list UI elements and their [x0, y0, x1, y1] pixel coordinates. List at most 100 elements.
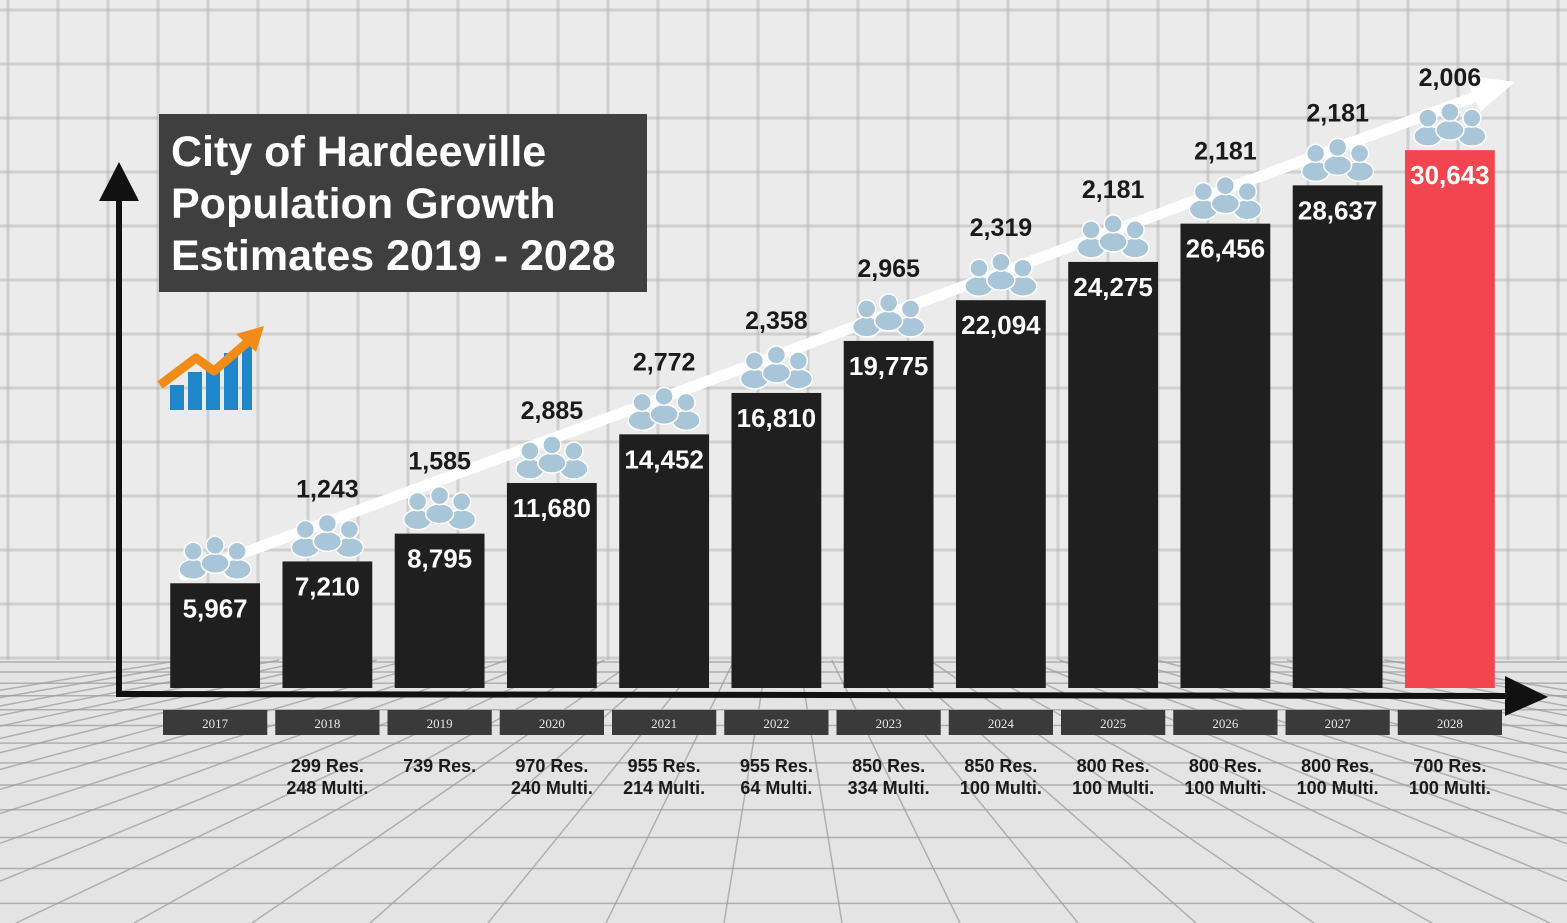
- icon-bar: [170, 385, 184, 410]
- bar: [1292, 185, 1383, 688]
- people-group-icon: [1413, 102, 1487, 147]
- floor-line-perspective: [251, 659, 638, 923]
- x-tick-label: 2026: [1212, 716, 1239, 731]
- x-tick-label: 2022: [763, 716, 789, 731]
- person-head: [542, 435, 562, 455]
- x-tick-label: 2023: [876, 716, 902, 731]
- bar-value-label: 19,775: [849, 351, 929, 381]
- floor-line-perspective: [0, 659, 377, 754]
- x-axis-arrowhead: [1505, 676, 1548, 716]
- bar-value-label: 28,637: [1298, 195, 1378, 225]
- people-group-icon: [290, 513, 365, 559]
- increase-label: 2,181: [1306, 99, 1369, 127]
- person-body: [537, 452, 567, 474]
- floor-line-perspective: [1319, 659, 1567, 707]
- person-head: [1305, 143, 1326, 164]
- person-body: [1210, 192, 1241, 215]
- person-head: [1327, 137, 1348, 158]
- people-group-icon: [1076, 214, 1150, 259]
- floor-line-perspective: [133, 659, 605, 923]
- person-head: [295, 519, 316, 540]
- person-head: [1103, 214, 1123, 234]
- increase-label: 2,181: [1194, 138, 1257, 166]
- bar-value-label: 5,967: [183, 593, 248, 623]
- floor-line-perspective: [1221, 659, 1567, 740]
- chart-title-line-1: City of Hardeeville: [171, 128, 547, 176]
- permit-note-residential: 850 Res.: [964, 756, 1037, 776]
- person-head: [676, 392, 696, 413]
- person-head: [227, 541, 247, 562]
- bar: [619, 434, 710, 688]
- floor-line-perspective: [369, 659, 670, 923]
- permit-note-residential: 700 Res.: [1413, 756, 1486, 776]
- person-body: [424, 502, 455, 525]
- permit-note-residential: 800 Res.: [1301, 756, 1374, 776]
- person-head: [1125, 220, 1145, 240]
- growth-chart-icon: [157, 326, 264, 410]
- person-head: [1193, 181, 1214, 202]
- increase-label: 2,319: [970, 214, 1033, 242]
- people-group-icon: [1188, 175, 1263, 221]
- person-head: [451, 491, 472, 512]
- person-head: [856, 299, 877, 319]
- bar: [843, 340, 934, 688]
- permit-note-multifamily: 100 Multi.: [1297, 778, 1379, 798]
- floor-line-perspective: [487, 659, 703, 923]
- year-box: [948, 710, 1053, 735]
- bar-value-label: 14,452: [624, 444, 704, 474]
- person-body: [986, 269, 1016, 291]
- increase-label: 1,585: [408, 448, 471, 476]
- year-box: [1061, 710, 1166, 735]
- bar: [1180, 223, 1271, 688]
- people-group-icon: [739, 345, 814, 390]
- bar: [282, 561, 373, 688]
- person-head: [991, 252, 1011, 272]
- floor-line-perspective: [0, 659, 540, 882]
- bar: [170, 583, 261, 688]
- year-box: [724, 710, 829, 735]
- x-tick-label: 2020: [539, 716, 565, 731]
- bar-value-label: 16,810: [737, 403, 817, 433]
- permit-note-multifamily: 100 Multi.: [960, 778, 1042, 798]
- person-head: [520, 441, 540, 461]
- floor-line-perspective: [1091, 659, 1567, 815]
- floor-line-perspective: [863, 659, 1079, 923]
- year-box: [163, 710, 268, 735]
- person-body: [761, 362, 792, 384]
- increase-label: 2,006: [1419, 64, 1482, 92]
- permit-note-multifamily: 100 Multi.: [1184, 778, 1266, 798]
- icon-bar: [188, 372, 202, 410]
- person-head: [407, 491, 428, 512]
- icon-trend-line: [157, 336, 253, 389]
- bars: [170, 150, 1495, 689]
- person-head: [1349, 143, 1370, 164]
- axes: [99, 162, 1548, 716]
- x-tick-label: 2024: [988, 716, 1015, 731]
- person-body: [873, 310, 904, 332]
- labels: 5,967 2017 7,210 1,243 2018 299 Res.248 Multi…: [157, 64, 1502, 798]
- bar: [955, 300, 1046, 688]
- chart-title-line-3: Estimates 2019 - 2028: [171, 232, 616, 280]
- person-head: [1013, 258, 1033, 278]
- person-head: [900, 299, 921, 319]
- person-head: [878, 293, 899, 313]
- permit-note-residential: 970 Res.: [515, 756, 588, 776]
- floor-line-perspective: [15, 659, 573, 923]
- x-tick-label: 2028: [1437, 716, 1463, 731]
- floor-line-perspective: [1124, 659, 1567, 791]
- floor-line-perspective: [0, 659, 442, 791]
- trend-arrow-line: [178, 89, 1486, 581]
- permit-note-multifamily: 240 Multi.: [511, 778, 593, 798]
- people-group-icon: [964, 252, 1038, 297]
- person-head: [205, 535, 225, 556]
- icon-arrowhead: [236, 326, 264, 352]
- person-head: [969, 258, 989, 278]
- person-head: [766, 345, 787, 365]
- permit-note-residential: 955 Res.: [740, 756, 813, 776]
- floor-line-perspective: [1026, 659, 1567, 883]
- person-body: [1435, 119, 1465, 141]
- person-head: [1081, 220, 1101, 240]
- chart-title-line-2: Population Growth: [171, 180, 556, 228]
- increase-label: 2,965: [857, 255, 920, 283]
- floor: [0, 660, 1567, 923]
